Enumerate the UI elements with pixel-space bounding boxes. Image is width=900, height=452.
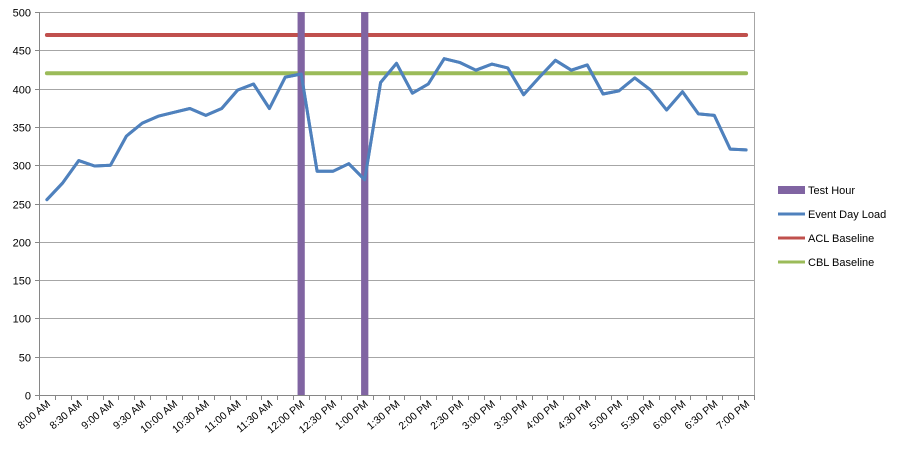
- x-tick-label: 5:00 PM: [587, 398, 625, 432]
- x-tick-label: 6:30 PM: [683, 398, 721, 432]
- y-tick-label: 450: [13, 46, 31, 58]
- x-tick-label: 4:00 PM: [524, 398, 562, 432]
- legend-label: CBL Baseline: [808, 257, 874, 269]
- test-hour-bar: [297, 12, 305, 395]
- legend-label: ACL Baseline: [808, 233, 874, 245]
- x-tick-label: 2:00 PM: [397, 398, 435, 432]
- x-tick-label: 7:00 PM: [714, 398, 752, 432]
- event-day-load-line: [45, 57, 748, 202]
- x-tick-label: 3:30 PM: [492, 398, 530, 432]
- gridlines: [39, 12, 755, 395]
- y-tick-label: 250: [13, 200, 31, 212]
- event-day-load-line: [45, 57, 748, 202]
- legend-item-event-day-load: Event Day Load: [778, 209, 886, 221]
- y-tick-label: 50: [19, 353, 31, 365]
- legend-item-acl-baseline: ACL Baseline: [778, 233, 874, 245]
- x-tick-label: 8:00 AM: [16, 398, 53, 432]
- y-axis: 0 50 100 150 200 250 300 350 400 450 500: [13, 8, 40, 403]
- legend-label: Event Day Load: [808, 209, 886, 221]
- y-tick-label: 400: [13, 85, 31, 97]
- x-tick-label: 8:30 AM: [47, 398, 84, 432]
- y-tick-label: 0: [25, 391, 31, 403]
- y-tick-label: 200: [13, 238, 31, 250]
- x-tick-label: 1:00 PM: [333, 398, 371, 432]
- y-tick-label: 150: [13, 276, 31, 288]
- y-tick-label: 350: [13, 123, 31, 135]
- legend-label: Test Hour: [808, 185, 855, 197]
- x-tick-label: 5:30 PM: [619, 398, 657, 432]
- y-tick-label: 300: [13, 161, 31, 173]
- x-tick-label: 4:30 PM: [555, 398, 593, 432]
- y-tick-label: 500: [13, 8, 31, 20]
- x-tick-label: 3:00 PM: [460, 398, 498, 432]
- test-hour-bar: [361, 12, 369, 395]
- x-tick-label: 6:00 PM: [651, 398, 689, 432]
- legend-item-test-hour: Test Hour: [778, 185, 855, 197]
- x-tick-label: 2:30 PM: [428, 398, 466, 432]
- legend-swatch: [778, 186, 805, 194]
- legend-item-cbl-baseline: CBL Baseline: [778, 257, 874, 269]
- y-tick-label: 100: [13, 314, 31, 326]
- legend: Test Hour Event Day Load ACL Baseline CBL B…: [778, 185, 886, 269]
- x-tick-label: 9:00 AM: [79, 398, 116, 432]
- plot-area: [44, 12, 749, 395]
- x-tick-label: 1:30 PM: [365, 398, 403, 432]
